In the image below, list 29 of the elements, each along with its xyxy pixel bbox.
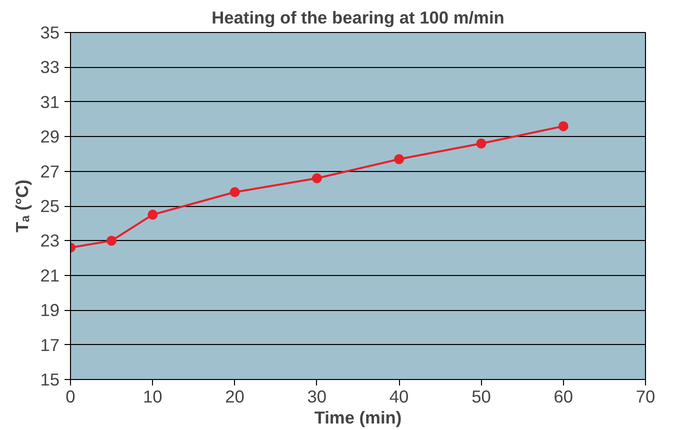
- x-tick-label: 30: [307, 386, 327, 406]
- x-tick-label: 70: [636, 386, 656, 406]
- point: [106, 236, 117, 246]
- point: [558, 121, 568, 132]
- x-tick-label: 20: [225, 386, 244, 406]
- y-tick-label: 23: [40, 230, 60, 251]
- x-tick-label: 0: [66, 386, 76, 406]
- chart-title: Heating of the bearing at 100 m/min: [212, 8, 504, 28]
- y-tick-label: 29: [40, 126, 60, 147]
- y-axis-title: Tₐ (°C): [12, 180, 32, 232]
- x-tick-label: 60: [554, 386, 573, 406]
- y-tick-label: 15: [40, 370, 60, 390]
- point: [394, 154, 404, 164]
- point: [230, 187, 240, 198]
- y-tick-label: 17: [40, 334, 60, 355]
- y-tick-label: 21: [40, 265, 60, 286]
- x-tick-label: 40: [389, 386, 409, 406]
- point: [312, 173, 322, 184]
- x-tick-label: 50: [472, 386, 491, 406]
- y-tick-label: 33: [40, 57, 60, 78]
- x-axis-title: Time (min): [314, 408, 402, 428]
- y-tick-label: 27: [40, 161, 60, 182]
- y-tick-label: 35: [40, 22, 60, 42]
- point: [148, 210, 158, 220]
- y-tick-label: 25: [40, 196, 60, 216]
- y-tick-label: 19: [40, 300, 60, 320]
- x-tick-label: 10: [143, 386, 162, 406]
- point: [476, 138, 486, 149]
- y-tick-label: 31: [40, 92, 60, 112]
